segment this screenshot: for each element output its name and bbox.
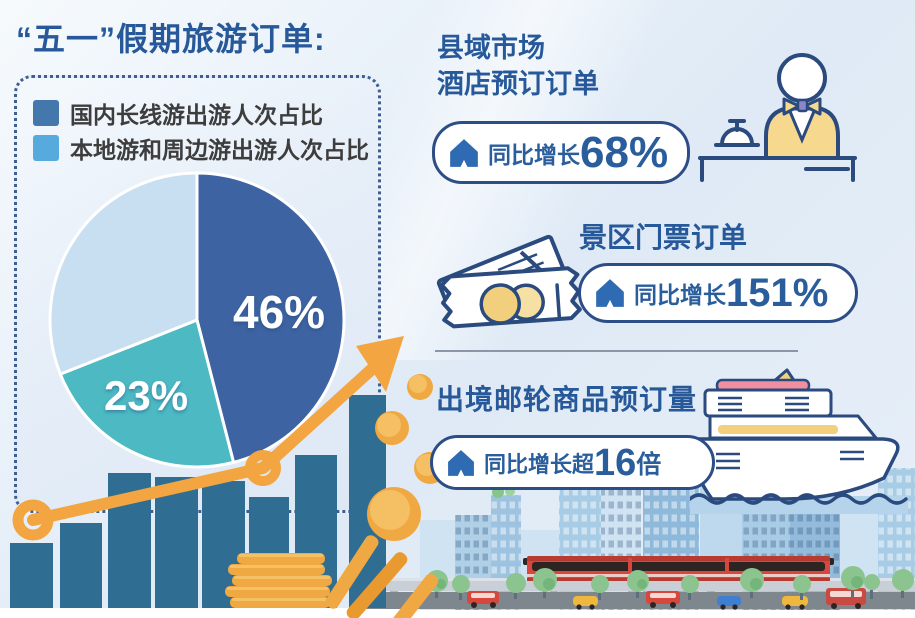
page-title: “五一”假期旅游订单:: [16, 21, 326, 57]
stat1-heading-line1: 县域市场: [437, 33, 545, 63]
up-arrow-icon: [448, 449, 474, 476]
stat3-growth-label: 同比增长超: [484, 451, 595, 477]
legend-swatch-light-blue: [33, 135, 59, 161]
pie-slice-label-46: 46%: [233, 286, 326, 338]
stat3-heading: 出境邮轮商品预订量: [436, 384, 698, 415]
legend-item-local-trips: 本地游和周边游出游人次占比: [33, 131, 369, 165]
legend-swatch-dark-blue: [33, 100, 59, 126]
stat1-growth-value: 68%: [580, 127, 669, 177]
legend-label: 本地游和周边游出游人次占比: [70, 137, 369, 163]
stat2-growth-label: 同比增长: [634, 282, 726, 308]
pie-slice-label-23: 23%: [104, 372, 189, 419]
up-arrow-icon: [450, 138, 478, 167]
stat3-growth-pill: 同比增长超 16 倍: [430, 435, 715, 490]
up-arrow-icon: [596, 279, 624, 307]
stat2-heading: 景区门票订单: [579, 222, 748, 253]
stat1-heading: 县域市场 酒店预订订单: [437, 30, 599, 102]
pie-chart-panel: 国内长线游出游人次占比 本地游和周边游出游人次占比: [14, 75, 381, 513]
stat2-growth-pill: 同比增长 151%: [578, 263, 858, 323]
stat1-growth-pill: 同比增长 68%: [432, 121, 690, 184]
stat1-heading-line2: 酒店预订订单: [437, 69, 599, 99]
stat2-growth-value: 151%: [726, 271, 829, 315]
stat3-growth-suffix: 倍: [636, 450, 662, 479]
stat1-growth-label: 同比增长: [488, 141, 580, 168]
section-divider: [435, 350, 798, 352]
legend-item-domestic-long-trips: 国内长线游出游人次占比: [33, 96, 323, 130]
stat3-growth-value: 16: [594, 441, 637, 484]
legend-label: 国内长线游出游人次占比: [70, 102, 323, 128]
